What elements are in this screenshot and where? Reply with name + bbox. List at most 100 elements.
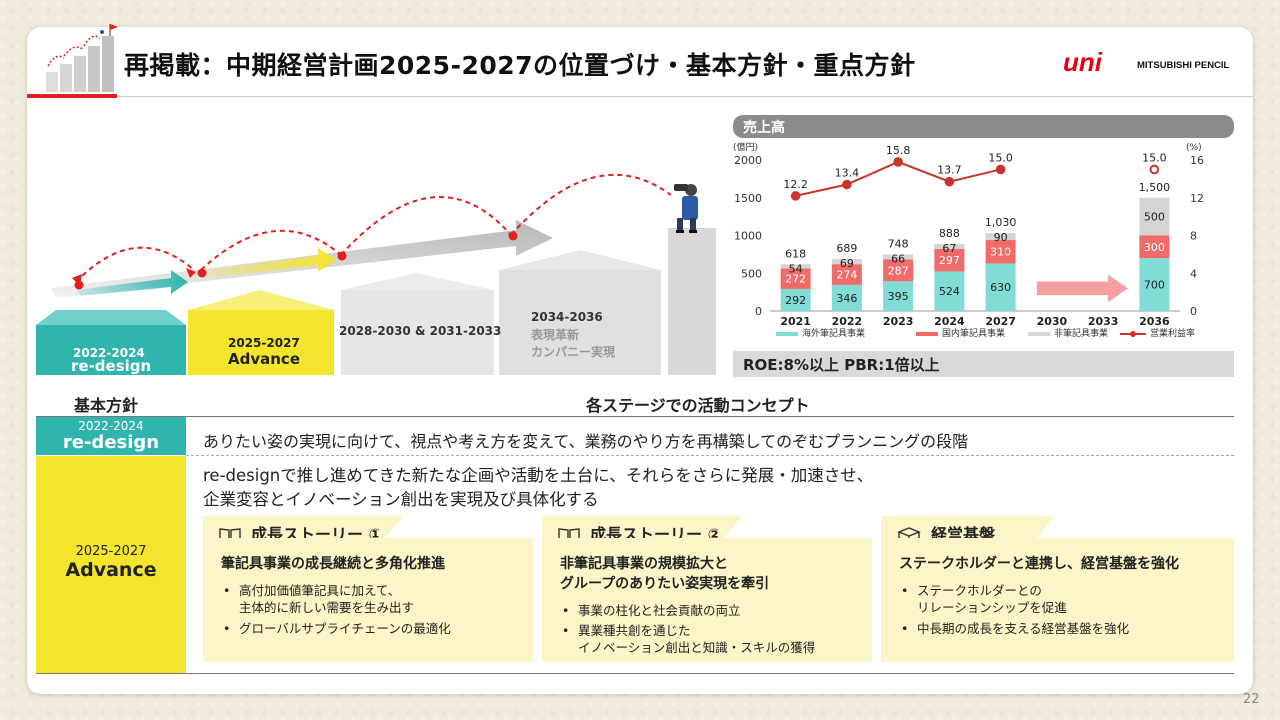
right-axis-unit: (%) — [1186, 143, 1202, 153]
stage1-name: re-design — [71, 357, 152, 375]
row1-stage-cell: 2022-2024 re-design — [36, 417, 186, 455]
bar-total-label: 618 — [785, 247, 806, 260]
row2-concept-line1: re-designで推し進めてきた新たな企画や活動を土台に、それらをさらに発展・… — [203, 466, 874, 485]
row2-years: 2025-2027 — [75, 544, 147, 559]
stage2-block — [188, 310, 334, 375]
bar-segment — [780, 268, 811, 289]
pillar2-bullet1: • 事業の柱化と社会貢献の両立 — [562, 603, 741, 618]
y-tick-label: 500 — [741, 267, 762, 280]
bar-value-label: 272 — [785, 273, 806, 286]
stage2-name: Advance — [228, 350, 300, 368]
roe-pbr-target: ROE:8%以上 PBR:1倍以上 — [733, 351, 1234, 377]
forecast-arrow — [1036, 274, 1129, 302]
y2-tick-label: 16 — [1190, 154, 1204, 167]
margin-point — [995, 164, 1006, 175]
margin-label: 13.7 — [937, 164, 962, 177]
x-tick-label: 2024 — [934, 315, 965, 328]
margin-label: 15.0 — [1142, 151, 1167, 164]
legend-marker — [1130, 331, 1136, 337]
bottom-rule — [36, 673, 1234, 674]
legend-label: 海外筆記具事業 — [802, 327, 865, 339]
legend-label: 営業利益率 — [1150, 327, 1195, 339]
bar-value-label: 66 — [891, 253, 905, 266]
roadmap-illustration — [36, 174, 716, 375]
legend-swatch — [1028, 332, 1050, 336]
bar-segment — [1139, 258, 1170, 311]
legend-label: 非筆記具事業 — [1054, 327, 1108, 339]
row2-stage-cell: 2025-2027 Advance — [36, 456, 186, 673]
pillar2-bullet2: • 異業種共創を通じた イノベーション創出と知識・スキルの獲得 — [562, 623, 816, 655]
row1-years: 2022-2024 — [78, 419, 144, 433]
pillar3-box: ステークホルダーと連携し、経営基盤を強化 • ステークホルダーとの リレーションシ… — [881, 538, 1234, 662]
y-tick-label: 1500 — [734, 192, 762, 205]
bar-value-label: 90 — [994, 231, 1008, 244]
title-accent-bar — [27, 94, 117, 98]
x-tick-label: 2027 — [985, 315, 1016, 328]
bar-value-label: 500 — [1144, 211, 1165, 224]
bar-total-label: 1,500 — [1139, 181, 1171, 194]
margin-point — [944, 176, 955, 187]
growth-stairs-icon — [46, 24, 118, 92]
bar-value-label: 297 — [939, 254, 960, 267]
y2-tick-label: 12 — [1190, 192, 1204, 205]
legend-label: 国内筆記具事業 — [942, 327, 1005, 339]
bar-segment — [985, 240, 1016, 264]
bar-segment — [831, 264, 862, 285]
stage2-years: 2025-2027 — [228, 336, 300, 350]
x-tick-label: 2022 — [832, 315, 863, 328]
bar-segment — [831, 284, 862, 311]
y2-tick-label: 4 — [1190, 267, 1197, 280]
pillar2-box: 非筆記具事業の規模拡大と グループのありたい姿実現を牽引 • 事業の柱化と社会貢献… — [542, 538, 872, 662]
logo-company-name: MITSUBISHI PENCIL — [1137, 60, 1230, 71]
title-rule — [117, 96, 1253, 97]
bar-segment — [934, 271, 965, 311]
x-tick-label: 2030 — [1037, 315, 1068, 328]
left-axis-unit: (億円) — [733, 141, 758, 153]
stage4-block — [499, 270, 661, 375]
x-tick-label: 2033 — [1088, 315, 1119, 328]
bar-value-label: 54 — [789, 262, 803, 275]
bar-total-label: 1,030 — [985, 216, 1017, 229]
stage4-name-line1: 表現革新 — [531, 328, 580, 342]
x-tick-label: 2021 — [780, 315, 811, 328]
x-tick-label: 2023 — [883, 315, 914, 328]
x-tick-label: 2036 — [1139, 315, 1170, 328]
bar-segment — [934, 249, 965, 272]
pillar3-bullet2: • 中長期の成長を支える経営基盤を強化 — [901, 621, 1130, 636]
bar-segment — [883, 259, 914, 282]
col-header-policy: 基本方針 — [74, 396, 139, 415]
bar-value-label: 274 — [836, 269, 857, 282]
chart-header: 売上高 — [733, 115, 1234, 138]
row2-name: Advance — [65, 559, 157, 581]
y2-tick-label: 0 — [1190, 305, 1197, 318]
margin-line — [795, 160, 1001, 197]
bar-segment — [780, 288, 811, 311]
bar-total-label: 689 — [836, 242, 857, 255]
y-tick-label: 2000 — [734, 154, 762, 167]
bar-segment — [1139, 197, 1170, 236]
stage3-block — [341, 290, 494, 375]
margin-point — [790, 191, 801, 201]
stage1-years: 2022-2024 — [73, 346, 145, 360]
margin-label: 15.8 — [886, 144, 911, 157]
pillar1-bullet1: • 高付加価値筆記具に加えて、 主体的に新しい需要を生み出す — [223, 583, 415, 615]
bar-value-label: 700 — [1144, 279, 1165, 292]
row2-concept: re-designで推し進めてきた新たな企画や活動を土台に、それらをさらに発展・… — [203, 464, 873, 512]
margin-label: 13.4 — [835, 167, 860, 180]
uni-logo: uni — [1063, 50, 1103, 76]
bar-value-label: 292 — [785, 294, 806, 307]
margin-label: 12.2 — [783, 178, 808, 191]
bar-value-label: 310 — [990, 246, 1011, 259]
bar-value-label: 67 — [942, 242, 956, 255]
bar-segment — [1139, 235, 1170, 259]
bar-segment — [985, 263, 1016, 311]
bar-value-label: 395 — [888, 290, 909, 303]
person-with-binoculars-icon — [674, 184, 698, 233]
bar-value-label: 630 — [990, 281, 1011, 294]
bar-value-label: 524 — [939, 285, 960, 298]
bar-segment — [831, 258, 862, 265]
row-separator — [186, 455, 1234, 456]
margin-point — [842, 179, 852, 190]
stage4-name-line2: カンパニー実現 — [531, 345, 616, 359]
